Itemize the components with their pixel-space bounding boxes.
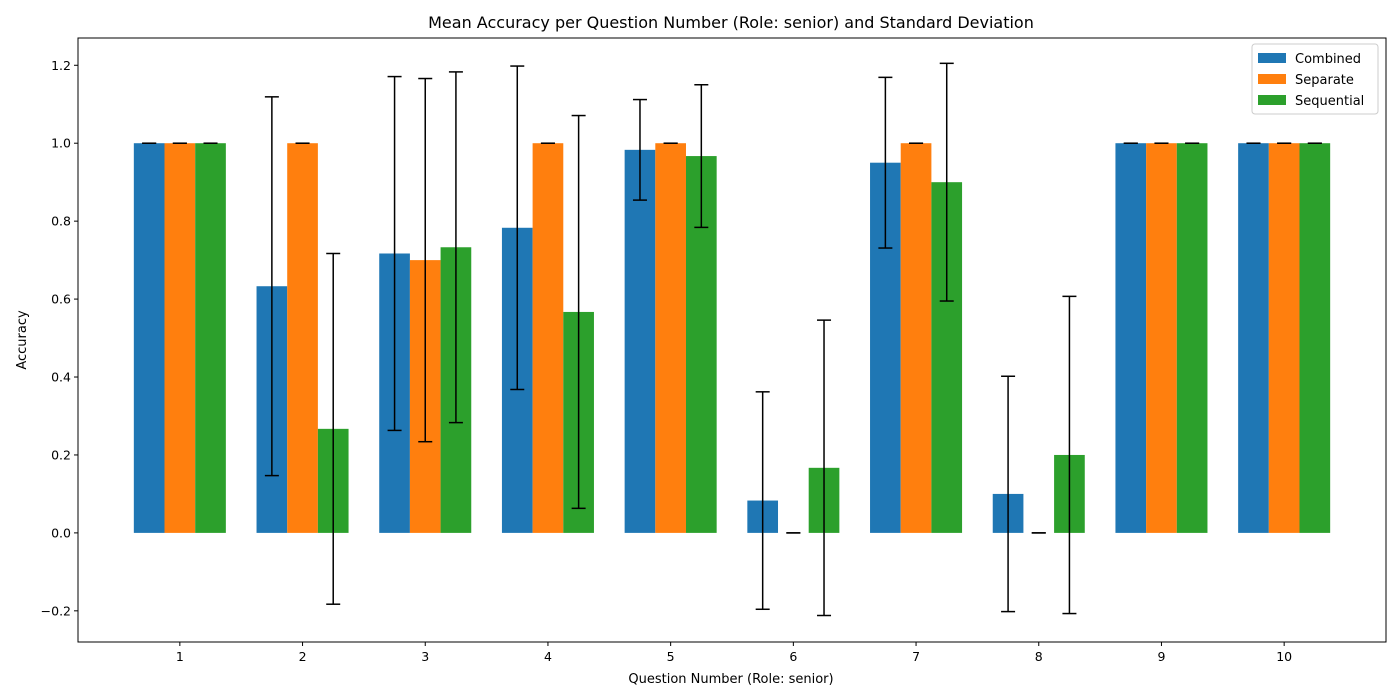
error-bar-combined-q2 (264, 96, 279, 477)
bar-separate-q9 (1146, 143, 1177, 533)
error-bar-combined-q3 (387, 75, 402, 432)
legend-swatch-sequential (1258, 95, 1286, 105)
y-axis-label: Accuracy (15, 310, 30, 370)
bar-separate-q1 (164, 143, 196, 533)
y-tick-label: 0.2 (51, 447, 71, 462)
plot-area: −0.2 0.0 0.2 0.4 0.6 0.8 1.0 1.2 1 2 3 4 5 6 7 8 9 10 (41, 37, 1387, 664)
y-tick-label: 1.2 (51, 58, 71, 73)
error-bar-sequential-q8 (1062, 295, 1077, 615)
plot-frame (77, 37, 1387, 643)
error-bar-sequential-q3 (448, 71, 463, 424)
x-tick-label: 8 (1035, 649, 1043, 664)
bar-combined-q10 (1238, 143, 1269, 533)
x-tick-label: 7 (912, 649, 920, 664)
bar-separate-q5 (655, 143, 686, 533)
bar-sequential-q1 (195, 143, 226, 533)
x-tick-label: 3 (421, 649, 429, 664)
error-bar-sequential-q7 (939, 62, 954, 302)
error-bar-combined-q5 (632, 98, 647, 201)
x-tick-label: 5 (667, 649, 675, 664)
y-tick-label: 1.0 (51, 136, 71, 151)
x-tick-label: 4 (544, 649, 552, 664)
legend-label-combined: Combined (1295, 52, 1361, 67)
y-tick-label: 0.4 (51, 370, 71, 385)
error-bar-combined-q8 (1001, 375, 1016, 613)
y-tick-label: 0.8 (51, 214, 71, 229)
error-bar-combined-q6 (755, 391, 770, 611)
bar-sequential-q9 (1176, 143, 1208, 533)
bar-sequential-q10 (1299, 143, 1331, 533)
x-tick-label: 2 (299, 649, 307, 664)
legend-swatch-combined (1258, 53, 1286, 63)
error-bar-sequential-q6 (817, 319, 832, 617)
legend-label-separate: Separate (1295, 73, 1354, 88)
error-bar-sequential-q4 (571, 114, 586, 510)
error-bar-sequential-q2 (326, 252, 341, 605)
bar-combined-q5 (624, 149, 656, 533)
bar-combined-q9 (1115, 143, 1147, 533)
x-tick-label: 10 (1276, 649, 1292, 664)
error-bar-combined-q7 (878, 76, 893, 249)
y-tick-label: 0.6 (51, 292, 71, 307)
legend-swatch-separate (1258, 74, 1286, 84)
bar-separate-q10 (1268, 143, 1300, 533)
bar-separate-q4 (532, 143, 564, 533)
error-bar-separate-q3 (418, 77, 433, 443)
bar-combined-q1 (133, 143, 165, 533)
bar-separate-q2 (287, 143, 318, 533)
y-tick-label: 0.0 (51, 525, 71, 540)
x-axis-label: Question Number (Role: senior) (628, 672, 833, 687)
chart-title: Mean Accuracy per Question Number (Role:… (428, 13, 1034, 32)
x-tick-label: 9 (1157, 649, 1165, 664)
x-tick-label: 6 (789, 649, 797, 664)
error-bar-sequential-q5 (694, 84, 709, 229)
bar-separate-q7 (900, 143, 932, 533)
error-bar-combined-q4 (510, 65, 525, 391)
legend-label-sequential: Sequential (1295, 94, 1364, 109)
x-tick-label: 1 (176, 649, 184, 664)
y-tick-label: −0.2 (41, 603, 71, 618)
legend: Combined Separate Sequential (1251, 43, 1379, 115)
